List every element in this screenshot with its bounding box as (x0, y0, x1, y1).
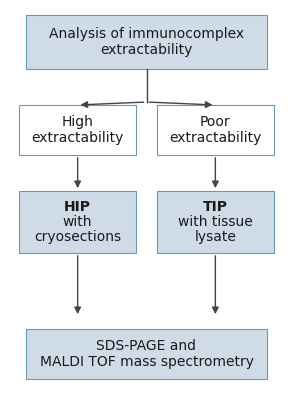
Text: High: High (62, 115, 93, 129)
Text: extractability: extractability (31, 130, 124, 144)
Text: HIP: HIP (64, 200, 91, 214)
Text: TIP: TIP (203, 200, 228, 214)
FancyBboxPatch shape (157, 105, 274, 155)
Text: cryosections: cryosections (34, 230, 121, 244)
FancyBboxPatch shape (19, 105, 136, 155)
Text: extractability: extractability (169, 130, 262, 144)
Text: extractability: extractability (100, 43, 193, 57)
Text: MALDI TOF mass spectrometry: MALDI TOF mass spectrometry (40, 354, 253, 369)
FancyBboxPatch shape (157, 191, 274, 253)
Text: with tissue: with tissue (178, 215, 253, 229)
Text: SDS-PAGE and: SDS-PAGE and (96, 339, 197, 354)
Text: lysate: lysate (195, 230, 236, 244)
FancyBboxPatch shape (26, 329, 267, 379)
FancyBboxPatch shape (19, 191, 136, 253)
Text: with: with (63, 215, 92, 229)
Text: Poor: Poor (200, 115, 231, 129)
FancyBboxPatch shape (26, 15, 267, 69)
Text: Analysis of immunocomplex: Analysis of immunocomplex (49, 27, 244, 41)
